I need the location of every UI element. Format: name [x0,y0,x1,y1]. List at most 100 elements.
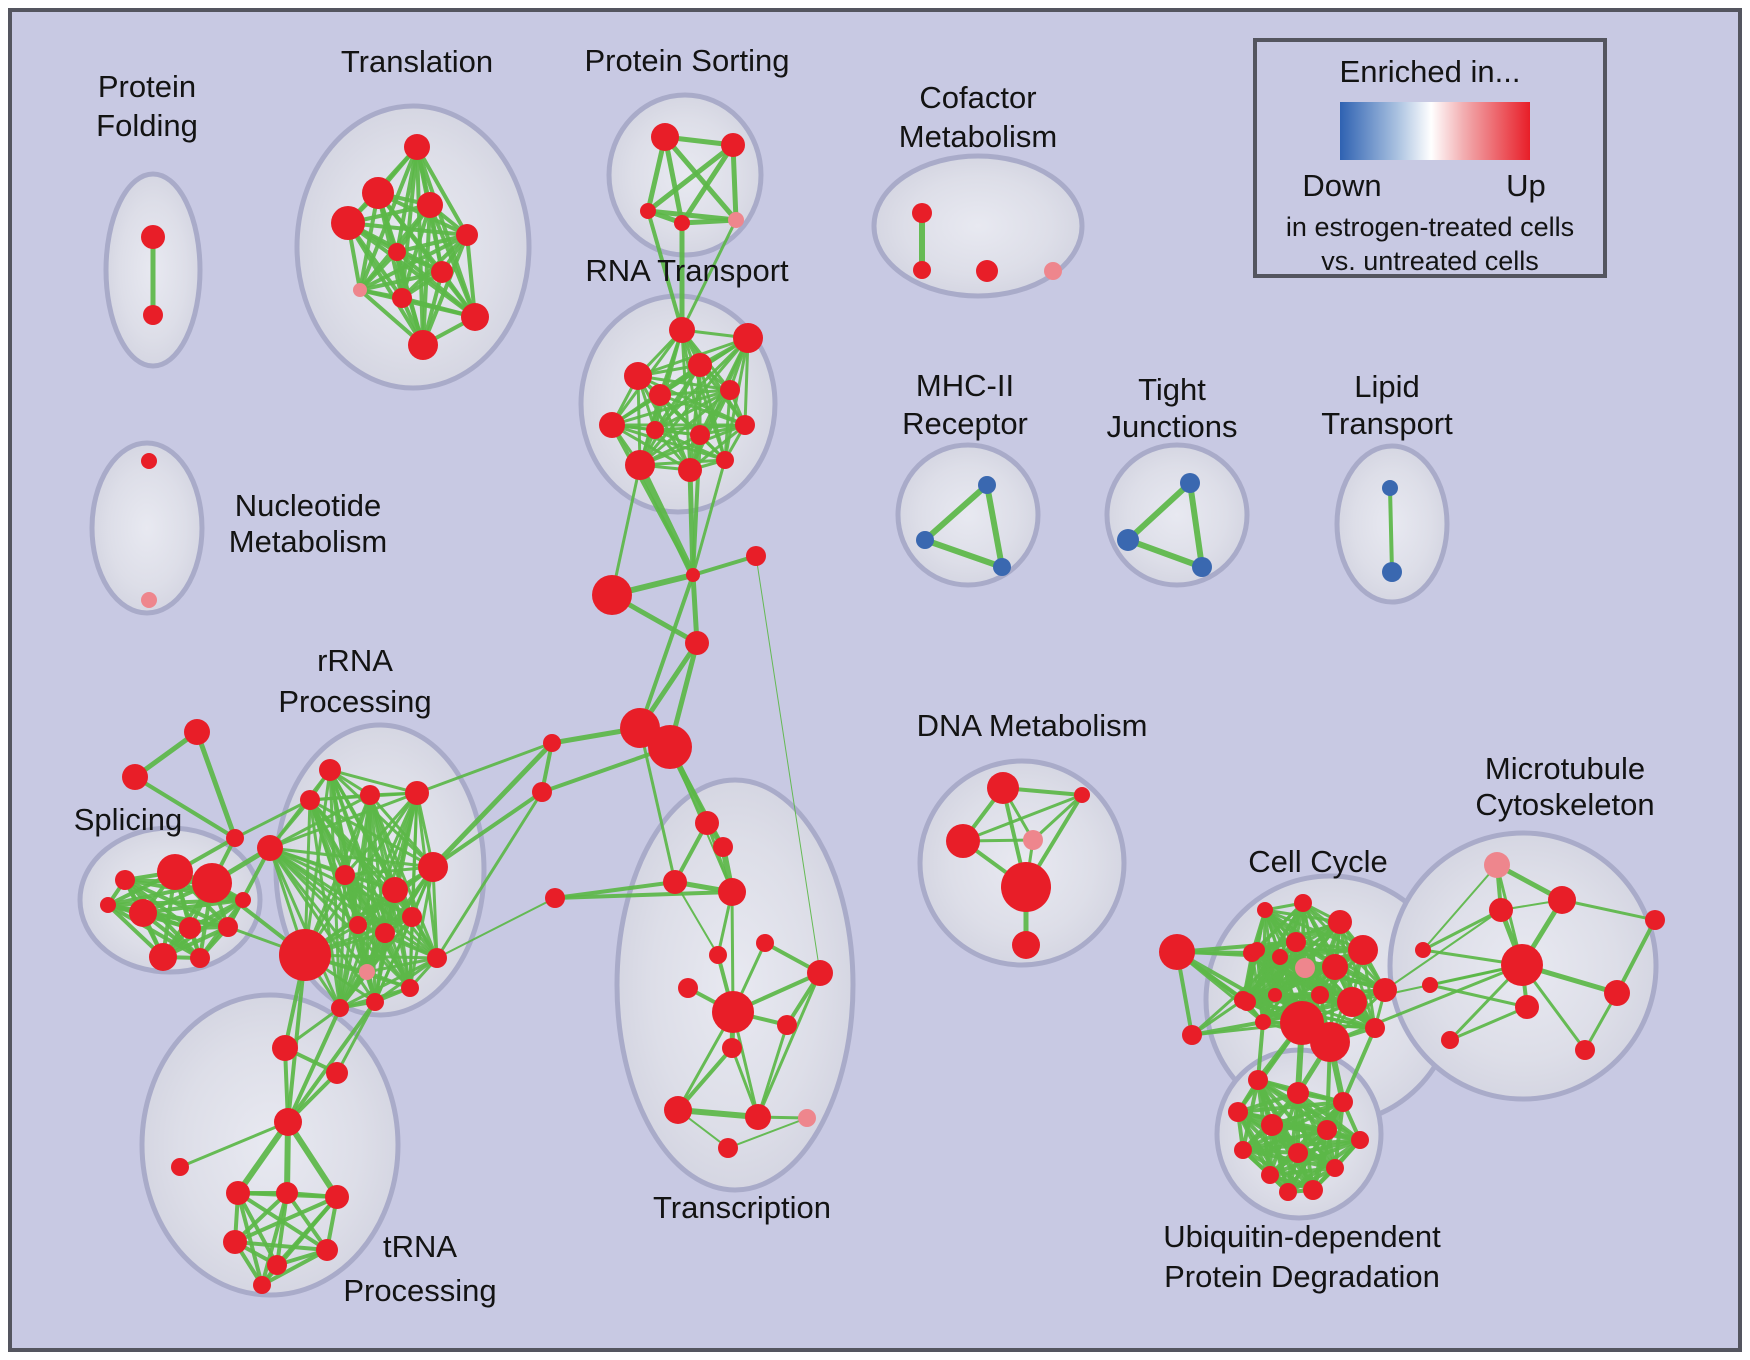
network-link-edge [691,433,702,577]
network-edge [658,393,747,427]
node-ubiquitin-degradation-0 [1248,1070,1268,1090]
node-cell-cycle-23 [1422,977,1438,993]
node-microtubule-cytoskeleton-3 [1501,944,1543,986]
node-protein-folding-0 [141,225,165,249]
network-edge [1175,950,1304,1025]
node-rna-transport-1 [733,323,763,353]
network-edge [308,798,412,990]
node-rrna-processing-12 [427,948,447,968]
node-cell-cycle-7 [1322,954,1348,980]
node-rrna-processing-10 [359,964,375,980]
network-link-edge [335,1000,377,1075]
node-mhc-ii-receptor-1 [916,531,934,549]
node-rrna-processing-13 [366,993,384,1011]
node-translation-1 [362,177,394,209]
node-connectors-9 [184,719,210,745]
network-edge [415,145,469,237]
node-microtubule-cytoskeleton-7 [1575,1040,1595,1060]
network-edge [636,374,732,392]
node-nucleotide-metabolism-0 [141,453,157,469]
network-edge [1245,940,1298,1004]
network-edge [1241,1128,1329,1152]
cluster-label-ubiquitin-degradation: Ubiquitin-dependent [1163,1219,1441,1254]
node-trna-processing-3 [276,1182,298,1204]
network-edge [727,1117,808,1149]
node-microtubule-cytoskeleton-5 [1515,995,1539,1019]
network-edge [343,793,372,877]
node-rrna-processing-4 [418,852,448,882]
cluster-label-rrna-processing: rRNA [317,643,393,678]
network-edge [1255,901,1305,952]
network-link-edge [755,555,821,974]
node-cell-cycle-18 [1365,1018,1385,1038]
node-translation-8 [392,288,412,308]
cluster-label-protein-folding: Folding [96,108,198,143]
node-transcription-5 [756,934,774,952]
cluster-ellipse-mhc-ii-receptor [895,442,1041,588]
network-edge [365,956,439,974]
network-edge [395,250,477,319]
node-splicing-5 [149,943,177,971]
node-nucleotide-metabolism-1 [141,592,157,608]
network-edge [1268,1138,1362,1177]
node-cofactor-metabolism-3 [1044,262,1062,280]
node-cell-cycle-2 [1328,910,1352,934]
network-link-edge [646,209,684,332]
network-edge [688,388,732,472]
node-rna-transport-10 [625,450,655,480]
network-link-edge [286,1000,377,1124]
network-edge [922,482,990,543]
node-cofactor-metabolism-2 [976,260,998,282]
node-rna-transport-0 [669,317,695,343]
network-link-edge [233,798,312,840]
node-mhc-ii-receptor-0 [978,476,996,494]
cluster-label-cell-cycle: Cell Cycle [1248,844,1388,879]
node-connectors-3 [685,631,709,655]
cluster-label-cofactor-metabolism: Cofactor [919,80,1036,115]
node-microtubule-cytoskeleton-4 [1604,980,1630,1006]
network-edge [1388,486,1394,574]
node-splicing-6 [115,870,135,890]
network-edge [308,798,439,960]
node-dna-metabolism-5 [1012,931,1040,959]
network-edge [260,1248,329,1287]
cluster-label-dna-metabolism: DNA Metabolism [917,708,1148,743]
node-dna-metabolism-3 [1023,830,1043,850]
node-trna-processing-2 [226,1181,250,1205]
network-edge [395,233,469,254]
network-link-edge [430,740,555,870]
legend-caption-line1: in estrogen-treated cells [1285,212,1575,242]
network-edge [730,142,739,223]
cluster-ellipse-cofactor-metabolism [871,153,1085,299]
cluster-label-microtubule-cytoskeleton: Microtubule [1485,751,1645,786]
node-rrna-processing-15 [257,835,283,861]
node-rrna-processing-0 [319,759,341,781]
network-edge [308,798,435,869]
node-transcription-10 [722,1038,742,1058]
node-cell-cycle-15 [1249,942,1265,958]
node-cofactor-metabolism-1 [913,261,931,279]
network-edge [338,888,397,1010]
network-edge [1175,940,1298,954]
network-edge [308,798,342,1010]
node-ubiquitin-degradation-11 [1303,1180,1323,1200]
legend-gradient-bar [1340,102,1530,160]
node-connectors-7 [532,782,552,802]
node-rrna-processing-16 [300,790,320,810]
network-edge [638,573,695,730]
network-link-edge [1341,1026,1377,1104]
network-edge [346,221,469,237]
network-link-edge [610,463,642,597]
node-splicing-9 [235,892,251,908]
node-ubiquitin-degradation-7 [1234,1141,1252,1159]
network-link-edge [1421,908,1503,952]
network-edge [268,846,439,960]
node-trna-processing-10 [253,1276,271,1294]
node-translation-4 [456,224,478,246]
network-edge [285,1119,340,1200]
node-cell-cycle-14 [1337,987,1367,1017]
node-microtubule-cytoskeleton-1 [1548,886,1576,914]
node-lipid-transport-0 [1382,480,1398,496]
node-cell-cycle-6 [1295,958,1315,978]
node-connectors-10 [122,764,148,790]
